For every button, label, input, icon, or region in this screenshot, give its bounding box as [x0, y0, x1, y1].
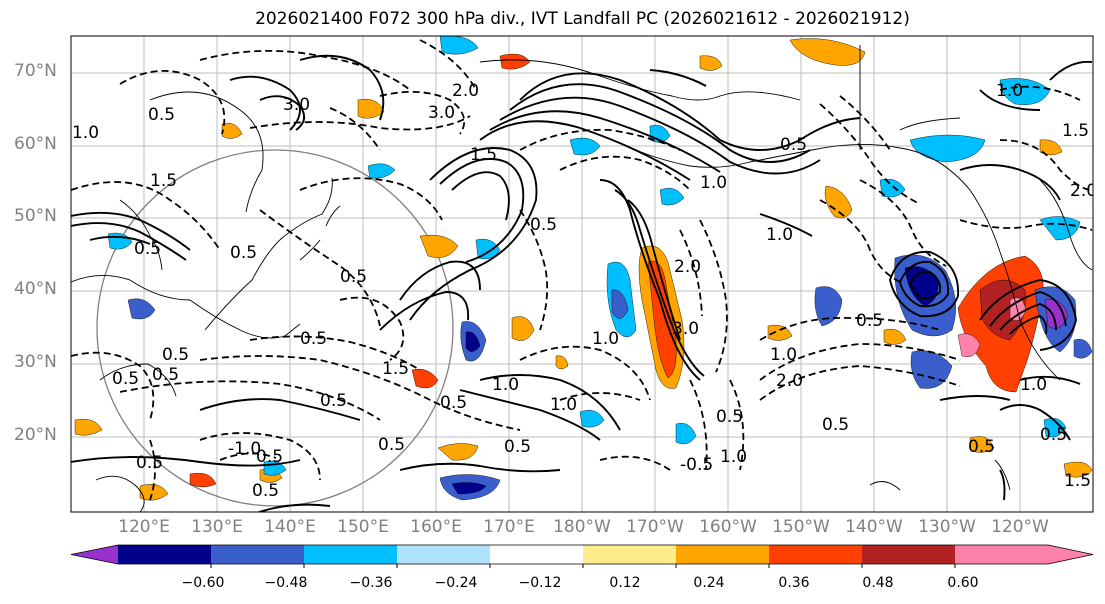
lon-label: 170°E	[483, 517, 535, 537]
contour-label: 0.5	[440, 393, 467, 413]
colorbar-swatch	[676, 545, 770, 564]
contour-label: 1.0	[72, 123, 99, 143]
contour-label: 1.0	[1020, 375, 1047, 395]
contour-label: 1.5	[470, 145, 497, 165]
colorbar-tick-label: 0.48	[862, 575, 894, 591]
contour-label: 2.0	[452, 81, 479, 101]
contour-label: 0.5	[134, 239, 161, 259]
lon-label: 120°E	[118, 517, 170, 537]
divergence-positive-shading	[74, 38, 1093, 501]
lon-label: 170°W	[626, 517, 684, 537]
contour-label: 2.0	[1070, 181, 1097, 201]
contour-label: 2.0	[776, 371, 803, 391]
contour-label: 1.0	[592, 329, 619, 349]
lon-label: 130°E	[191, 517, 243, 537]
colorbar-swatch	[397, 545, 491, 564]
contour-label: 1.5	[1064, 471, 1091, 491]
contour-label: 0.5	[256, 447, 283, 467]
contour-label: 1.5	[150, 171, 177, 191]
colorbar-tick-label: −0.36	[349, 575, 393, 591]
dashed-contours	[71, 39, 1093, 501]
colorbar-tick-label: 0.12	[609, 575, 641, 591]
contour-label: 0.5	[230, 243, 257, 263]
colorbar-tick-label: −0.60	[181, 575, 225, 591]
lon-label: 150°W	[772, 517, 830, 537]
colorbar-swatch	[211, 545, 305, 564]
lat-label: 30°N	[14, 352, 57, 372]
colorbar-swatch	[304, 545, 398, 564]
contour-label: 0.5	[968, 437, 995, 457]
contour-label: 0.5	[152, 365, 179, 385]
contour-label: 0.5	[504, 437, 531, 457]
solid-contours	[71, 54, 1093, 512]
contour-label: 3.0	[672, 319, 699, 339]
lon-label: 130°W	[918, 517, 976, 537]
colorbar-outline	[70, 544, 1094, 565]
lon-label: 180°W	[553, 517, 611, 537]
contour-label: 0.5	[300, 329, 327, 349]
colorbar-swatch	[862, 545, 956, 564]
colorbar-tick-label: 0.36	[778, 575, 810, 591]
lon-label: 160°W	[699, 517, 757, 537]
contour-label: 1.0	[700, 173, 727, 193]
lat-label: 60°N	[14, 134, 57, 154]
colorbar-swatch	[583, 545, 677, 564]
contour-label: -0.5	[680, 455, 713, 475]
contour-label: 1.0	[770, 345, 797, 365]
lat-label: 40°N	[14, 279, 57, 299]
contour-label: 0.5	[716, 407, 743, 427]
colorbar-tick-label: 0.24	[693, 575, 725, 591]
colorbar-swatch	[490, 545, 584, 564]
colorbar-swatch	[769, 545, 863, 564]
map-area: 3.0 3.0 2.0 1.0 0.5 0.5 0.5 0.5 1.5 0.5 …	[71, 36, 1097, 512]
contour-label: 0.5	[530, 215, 557, 235]
contour-label: 0.5	[112, 369, 139, 389]
contour-label: 0.5	[320, 391, 347, 411]
contour-label: 0.5	[148, 105, 175, 125]
contour-label: 0.5	[780, 135, 807, 155]
contour-label: 0.5	[1040, 425, 1067, 445]
colorbar-swatch	[955, 545, 1049, 564]
colorbar	[70, 544, 1094, 568]
contour-label: 3.0	[428, 103, 455, 123]
divergence-negative-shading	[107, 36, 1093, 501]
colorbar-tick-label: −0.12	[518, 575, 562, 591]
lon-label: 160°E	[410, 517, 462, 537]
contour-label: 1.0	[766, 225, 793, 245]
colorbar-extend-max	[1048, 545, 1093, 564]
colorbar-tick-label: 0.60	[947, 575, 979, 591]
contour-label: 0.5	[252, 481, 279, 501]
lon-label: 150°E	[337, 517, 389, 537]
range-circle	[96, 149, 454, 507]
contour-label: 2.0	[674, 257, 701, 277]
colorbar-swatch	[118, 545, 212, 564]
contour-label: 1.0	[720, 447, 747, 467]
lat-label: 70°N	[14, 61, 57, 81]
contour-label: 0.5	[136, 453, 163, 473]
contour-label: 1.0	[550, 395, 577, 415]
contour-label: 0.5	[340, 267, 367, 287]
lon-label: 140°W	[845, 517, 903, 537]
contour-label: 1.5	[1062, 121, 1089, 141]
contour-label: 1.0	[492, 375, 519, 395]
lat-label: 50°N	[14, 206, 57, 226]
contour-labels: 3.0 3.0 2.0 1.0 0.5 0.5 0.5 0.5 1.5 0.5 …	[72, 81, 1097, 501]
contour-label: 0.5	[378, 435, 405, 455]
map-frame	[70, 35, 1094, 513]
contour-label: 1.0	[996, 81, 1023, 101]
colorbar-tick-label: −0.48	[264, 575, 308, 591]
colorbar-extend-min	[71, 545, 118, 564]
contour-label: 3.0	[283, 95, 310, 115]
lon-label: 140°E	[264, 517, 316, 537]
colorbar-tick-label: −0.24	[434, 575, 478, 591]
contour-label: 0.5	[162, 345, 189, 365]
lon-label: 120°W	[991, 517, 1049, 537]
map-title: 2026021400 F072 300 hPa div., IVT Landfa…	[255, 9, 910, 29]
contour-label: 0.5	[856, 311, 883, 331]
contour-label: 1.5	[382, 359, 409, 379]
lat-label: 20°N	[14, 425, 57, 445]
contour-label: -1.0	[228, 439, 261, 459]
contour-label: 0.5	[822, 415, 849, 435]
